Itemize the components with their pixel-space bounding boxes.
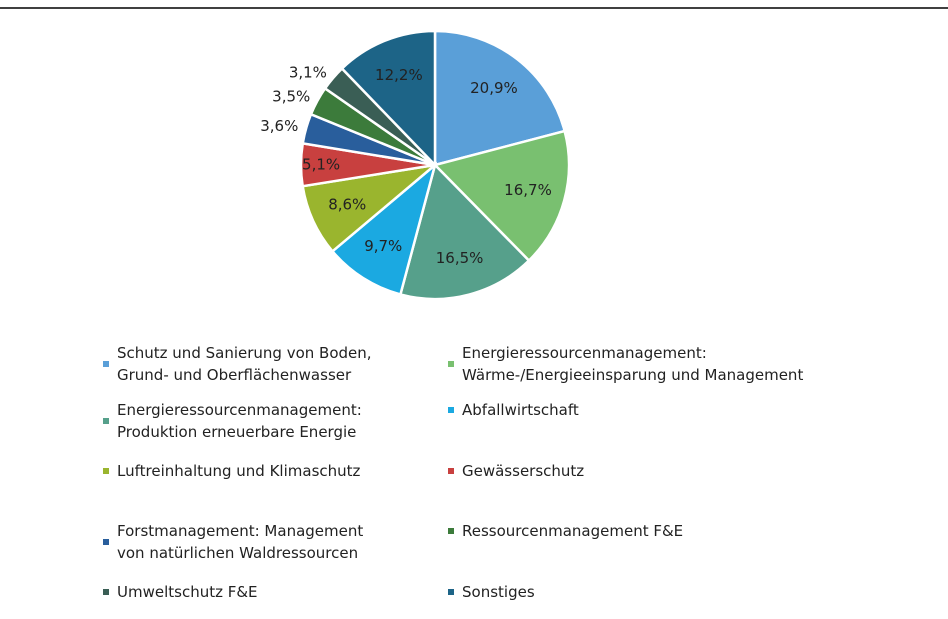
pie-slice (340, 29, 437, 169)
legend-swatch (448, 589, 454, 595)
data-label: 3,1% (289, 63, 327, 81)
legend-label: Umweltschutz F&E (117, 583, 258, 601)
data-label: 16,7% (504, 181, 552, 199)
data-label: 9,7% (364, 237, 402, 255)
legend-swatch (103, 539, 109, 545)
legend-item: Gewässerschutz (448, 460, 584, 482)
data-label: 3,5% (272, 88, 310, 106)
legend-swatch (103, 418, 109, 424)
data-label: 8,6% (328, 196, 366, 214)
legend-label: Energieressourcenmanagement: Produktion … (117, 401, 362, 441)
legend-swatch (103, 361, 109, 367)
legend-item: Abfallwirtschaft (448, 399, 579, 421)
legend-label: Schutz und Sanierung von Boden, Grund- u… (117, 344, 372, 384)
data-label: 12,2% (375, 66, 423, 84)
legend-item: Luftreinhaltung und Klimaschutz (103, 460, 360, 482)
legend-label: Energieressourcenmanagement: Wärme-/Ener… (462, 344, 804, 384)
legend-swatch (448, 528, 454, 534)
legend-label: Luftreinhaltung und Klimaschutz (117, 462, 361, 480)
legend-swatch (448, 468, 454, 474)
legend-swatch (448, 361, 454, 367)
data-label: 16,5% (436, 249, 484, 267)
legend-item: Forstmanagement: Management von natürlic… (103, 520, 363, 564)
pie-slice (432, 129, 571, 263)
data-label: 5,1% (302, 155, 340, 173)
data-label: 20,9% (470, 79, 518, 97)
legend-label: Sonstiges (462, 583, 535, 601)
legend-label: Gewässerschutz (462, 462, 585, 480)
data-label: 3,6% (260, 117, 298, 135)
legend-item: Schutz und Sanierung von Boden, Grund- u… (103, 342, 372, 386)
legend-item: Umweltschutz F&E (103, 581, 258, 603)
legend-swatch (448, 407, 454, 413)
legend-item: Energieressourcenmanagement: Produktion … (103, 399, 362, 443)
legend-label: Abfallwirtschaft (462, 401, 579, 419)
legend-label: Ressourcenmanagement F&E (462, 522, 684, 540)
pie-slice (398, 162, 531, 301)
pie-area: 20,9% 16,7% 16,5% 9,7% 8,6% 5,1% 3,6% 3,5% 3,1% 1… (0, 7, 948, 301)
pie-slice (433, 29, 567, 167)
pie-slice (330, 161, 438, 296)
legend-item: Ressourcenmanagement F&E (448, 520, 683, 542)
legend-swatch (103, 468, 109, 474)
legend-item: Energieressourcenmanagement: Wärme-/Ener… (448, 342, 803, 386)
legend-label: Forstmanagement: Management von natürlic… (117, 522, 364, 562)
legend-item: Sonstiges (448, 581, 535, 603)
legend-swatch (103, 589, 109, 595)
